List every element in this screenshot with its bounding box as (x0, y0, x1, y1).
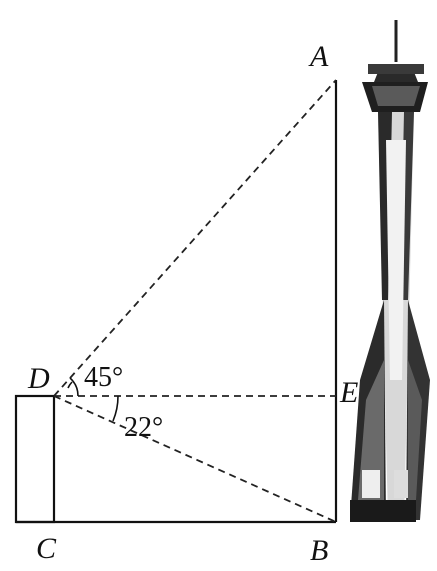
segment-da (53, 79, 337, 397)
angle-45-label: 45° (84, 362, 123, 393)
building-rect (14, 394, 56, 524)
label-d: D (27, 362, 50, 395)
label-a: A (308, 40, 329, 73)
label-e: E (339, 376, 358, 409)
segment-db (53, 395, 337, 523)
label-c: C (36, 532, 57, 565)
tower-icon (350, 20, 430, 522)
arc-45 (69, 377, 79, 397)
arc-45-inner (67, 381, 73, 389)
arc-22 (112, 395, 119, 422)
label-b: B (310, 534, 328, 567)
angle-22-label: 22° (124, 412, 163, 443)
